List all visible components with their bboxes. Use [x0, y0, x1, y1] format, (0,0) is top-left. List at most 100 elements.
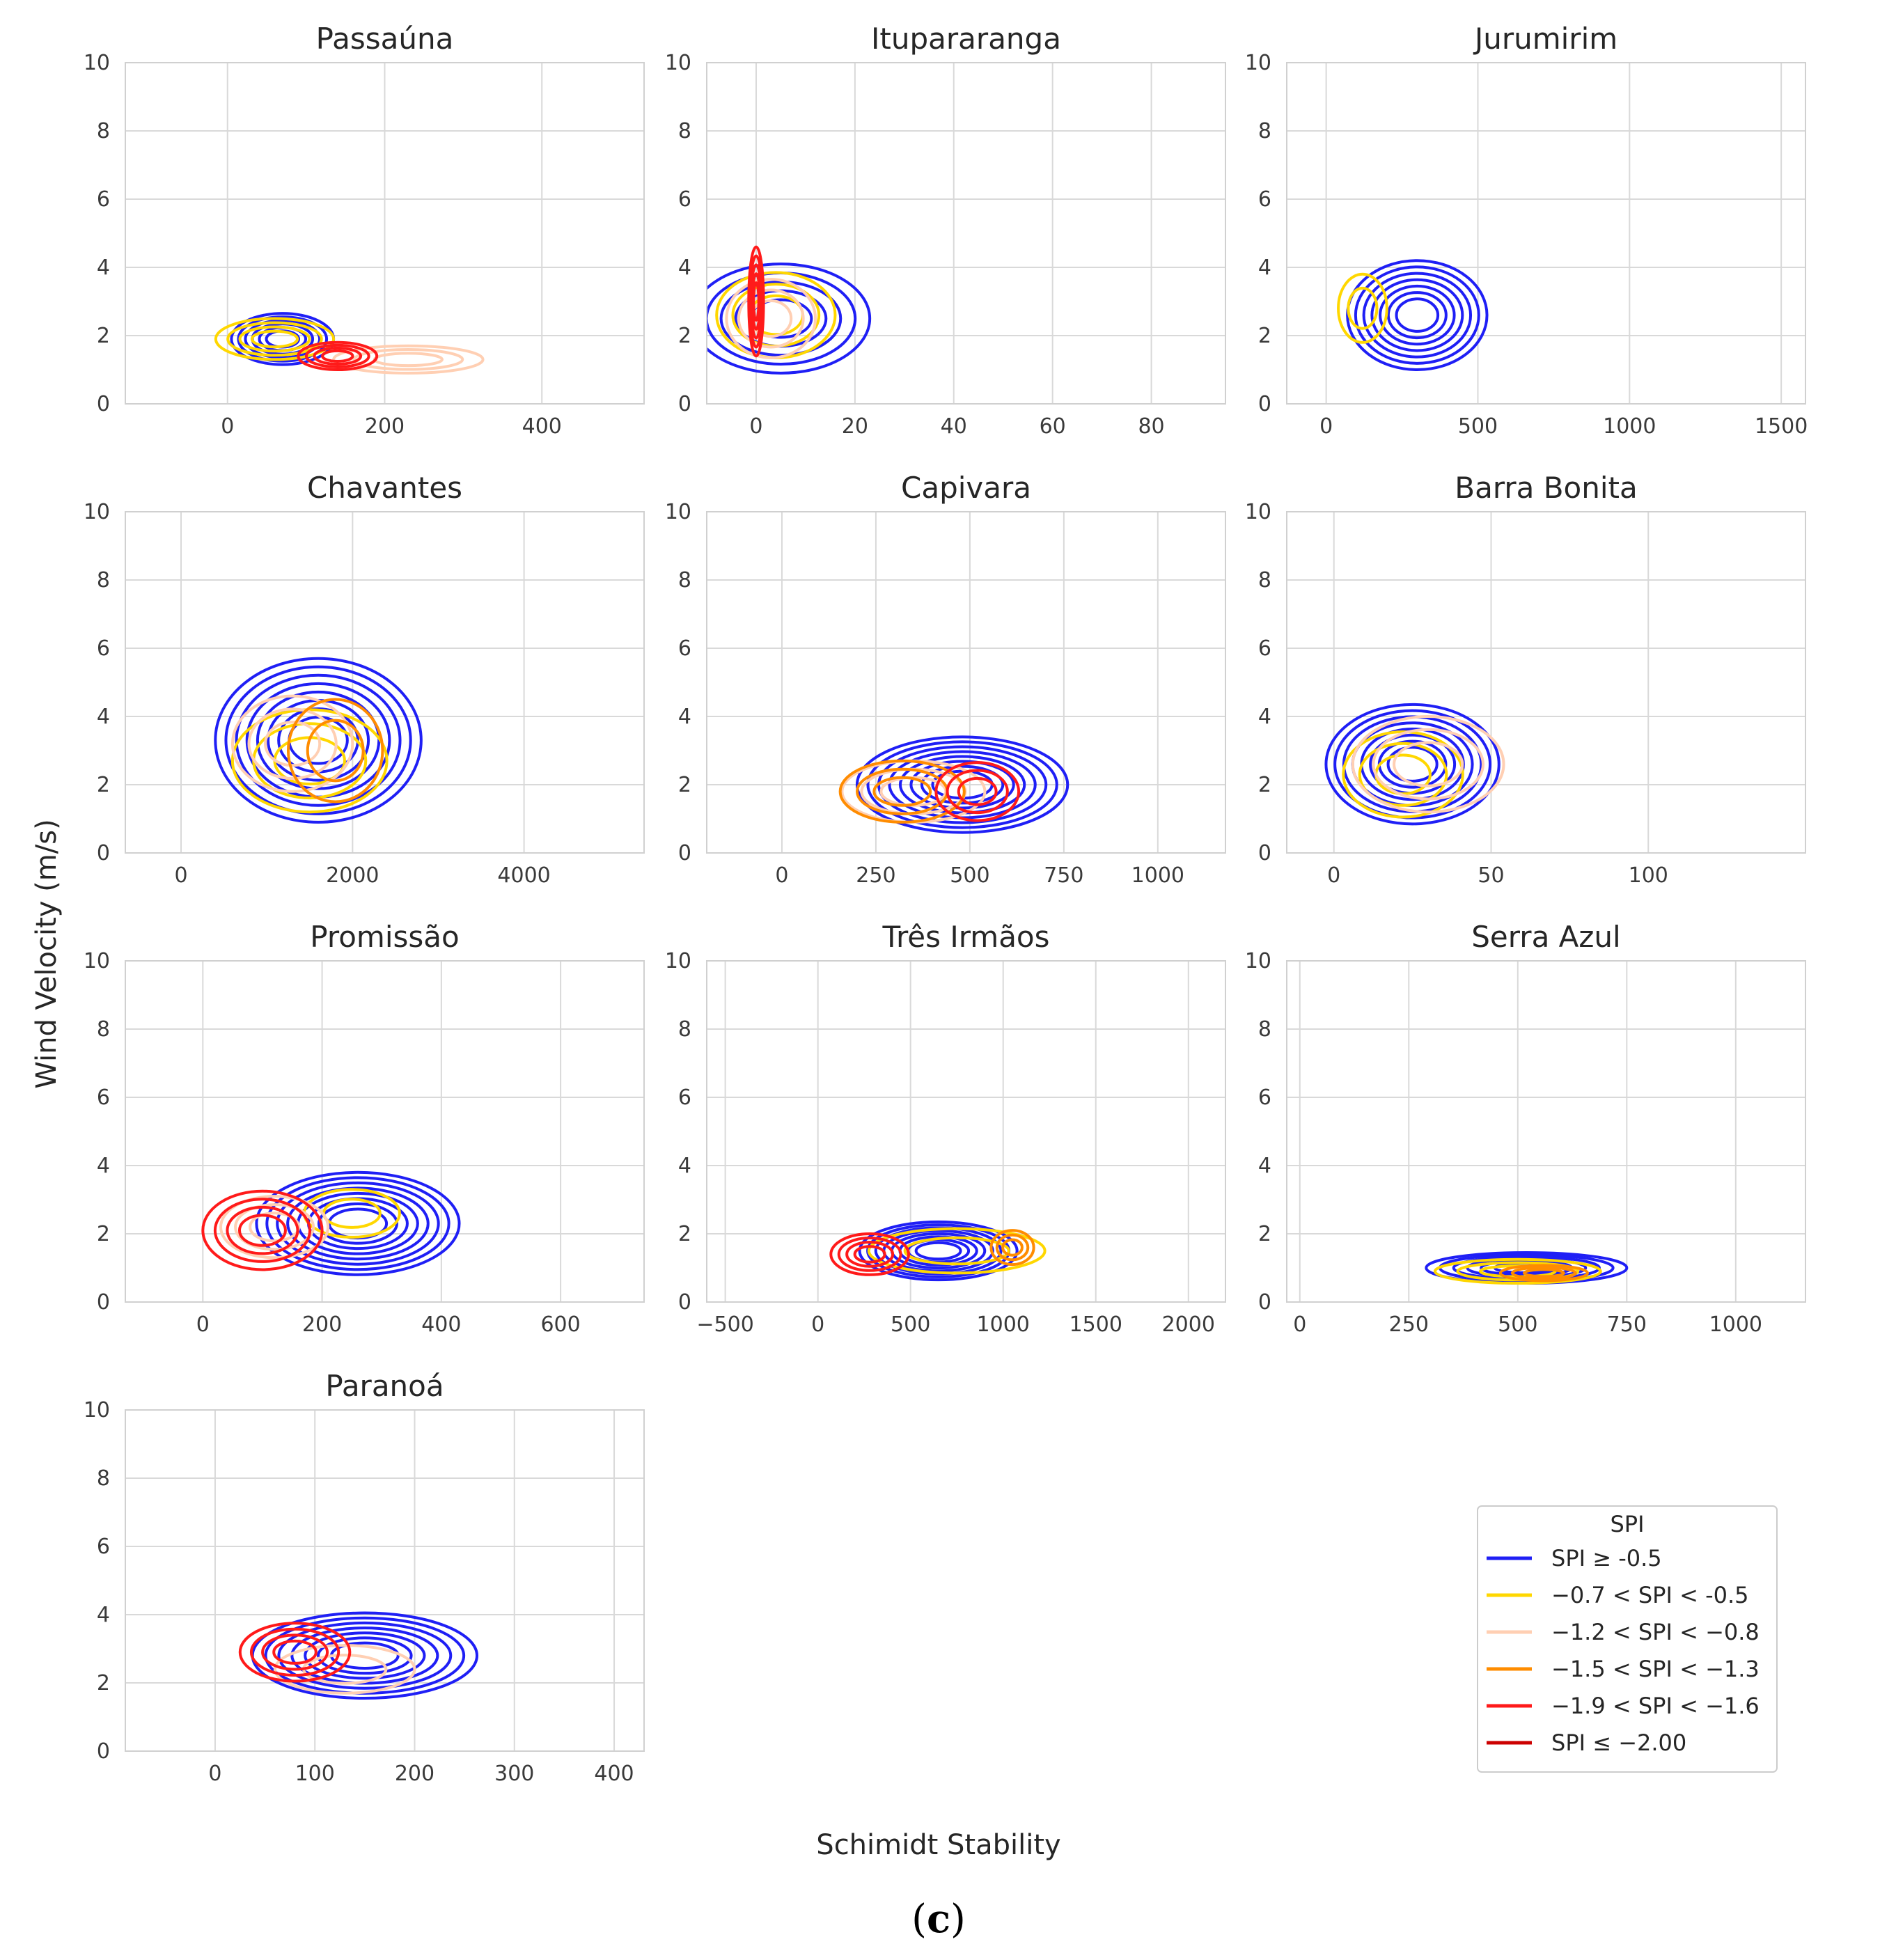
contour-1-9-spi-1-6-level-3 — [261, 1633, 329, 1671]
contour-1-2-spi-0-8-level-3 — [1393, 741, 1464, 787]
contour-1-2-spi-0-8-level-1 — [1351, 715, 1505, 814]
y-tick-label: 2 — [678, 324, 691, 348]
y-tick-label: 8 — [97, 1017, 110, 1042]
y-tick-label: 2 — [97, 324, 110, 348]
x-tick-label: 200 — [365, 414, 405, 439]
legend-label: −1.5 < SPI < −1.3 — [1551, 1656, 1760, 1682]
contour-spi-0-5-level-6 — [1386, 291, 1448, 340]
contour-spi-0-5-level-2 — [265, 1176, 451, 1271]
plot-frame — [125, 62, 645, 405]
contour-group — [214, 312, 485, 375]
legend-label: −1.2 < SPI < −0.8 — [1551, 1619, 1760, 1645]
x-tick-label: 0 — [811, 1312, 824, 1337]
y-tick-label: 2 — [97, 773, 110, 797]
contour-0-7-spi-0-5-level-2 — [1347, 286, 1379, 330]
contour-spi-0-5-level-6 — [909, 760, 1015, 810]
contour-1-9-spi-1-6-level-1 — [934, 761, 1021, 822]
contour-group — [1425, 1251, 1629, 1285]
panel-caption-letter: c — [927, 1896, 950, 1942]
panel-promissao: Promissão 0 2 4 6 8 10 0 200 400 600 — [84, 920, 645, 1337]
contour-0-7-spi-0-5-level-1 — [1433, 1257, 1602, 1285]
x-tick-label: 1500 — [1070, 1312, 1122, 1337]
y-tick-label: 0 — [97, 392, 110, 416]
x-tick-label: 0 — [1319, 414, 1333, 439]
contour-1-5-spi-1-3-level-1 — [1498, 1264, 1589, 1283]
y-tick-label: 8 — [1258, 568, 1271, 593]
y-tick-label: 6 — [97, 1085, 110, 1110]
legend-entry: SPI ≥ -0.5 — [1487, 1545, 1662, 1571]
contour-0-7-spi-0-5-level-1 — [867, 1227, 1047, 1275]
x-tick-label: 200 — [302, 1312, 342, 1337]
x-tick-label: 50 — [1478, 863, 1504, 888]
contour-spi-0-5-level-4 — [290, 1626, 439, 1685]
panel-title: Barra Bonita — [1455, 471, 1637, 505]
x-tick-label: 0 — [775, 863, 788, 888]
contour-spi-0-5-level-7 — [1395, 297, 1440, 333]
legend-box — [1477, 1505, 1778, 1773]
y-tick-label: 4 — [678, 705, 691, 729]
plot-frame — [125, 960, 645, 1303]
y-tick-label: 6 — [1258, 187, 1271, 212]
panel-title: Jurumirim — [1473, 22, 1617, 56]
y-tick-label: 10 — [84, 1398, 110, 1422]
panel-serra-azul: Serra Azul 0 2 4 6 8 10 0 250 500 750 1000 — [1245, 920, 1806, 1337]
x-tick-label: 1500 — [1755, 414, 1808, 439]
contour-spi-0-5-level-3 — [277, 1621, 453, 1690]
contour-1-5-spi-1-3-level-2 — [995, 1233, 1030, 1262]
x-tick-label: 500 — [1498, 1312, 1537, 1337]
x-tick-label: 400 — [522, 414, 562, 439]
contour-1-5-spi-1-3-level-3 — [872, 776, 932, 807]
x-axis-label: Schimidt Stability — [816, 1829, 1060, 1861]
contour-group — [1324, 703, 1505, 826]
legend-entry: SPI ≤ −2.00 — [1487, 1730, 1686, 1756]
plot-frame — [1286, 960, 1806, 1303]
legend-label: −0.7 < SPI < -0.5 — [1551, 1582, 1749, 1608]
contour-1-5-spi-1-3-level-1 — [838, 759, 966, 824]
y-tick-label: 8 — [97, 568, 110, 593]
y-tick-label: 4 — [97, 256, 110, 280]
contour-1-9-spi-1-6-level-2 — [946, 769, 1009, 815]
x-tick-label: 100 — [295, 1762, 335, 1786]
y-tick-label: 8 — [678, 119, 691, 143]
contour-1-9-spi-1-6-level-2 — [304, 343, 370, 368]
panel-title: Serra Azul — [1471, 920, 1620, 954]
y-tick-label: 2 — [1258, 324, 1271, 348]
contour-spi-0-5-level-2 — [224, 665, 412, 815]
y-tick-label: 10 — [665, 500, 691, 524]
legend: SPI SPI ≥ -0.5 −0.7 < SPI < -0.5 −1.2 < SP… — [1477, 1505, 1778, 1773]
contour-0-7-spi-0-5-level-2 — [903, 1236, 1010, 1266]
contour-1-2-spi-0-8-level-1 — [332, 344, 485, 375]
y-tick-label: 10 — [84, 500, 110, 524]
contour-1-9-spi-1-6-level-1 — [238, 1622, 352, 1683]
contour-spi-0-5-level-3 — [1362, 272, 1473, 359]
contour-1-2-spi-0-8-level-1 — [273, 1644, 416, 1695]
contour-spi-0-5-level-1 — [855, 735, 1070, 834]
y-tick-label: 8 — [1258, 119, 1271, 143]
x-tick-label: 1000 — [1709, 1312, 1762, 1337]
x-tick-label: 250 — [1389, 1312, 1429, 1337]
y-tick-label: 10 — [1245, 500, 1271, 524]
contour-spi-0-5-level-1 — [858, 1220, 1019, 1282]
y-tick-label: 0 — [678, 392, 691, 416]
x-tick-label: 600 — [540, 1312, 580, 1337]
y-tick-label: 0 — [1258, 392, 1271, 416]
y-tick-label: 2 — [1258, 1222, 1271, 1246]
contour-spi-0-5-level-2 — [237, 315, 329, 363]
y-tick-label: 2 — [97, 1671, 110, 1695]
legend-entries: SPI ≥ -0.5 −0.7 < SPI < -0.5 −1.2 < SPI < … — [1487, 1545, 1760, 1756]
x-tick-label: 1000 — [977, 1312, 1030, 1337]
y-tick-label: 0 — [97, 1739, 110, 1764]
x-tick-label: 0 — [208, 1762, 221, 1786]
contour-spi-0-5-level-1 — [707, 262, 872, 375]
y-tick-label: 10 — [1245, 51, 1271, 75]
contour-spi-0-5-level-1 — [255, 1170, 461, 1276]
contour-1-9-spi-1-6-level-4 — [272, 1639, 318, 1665]
y-tick-label: 8 — [678, 568, 691, 593]
y-tick-label: 0 — [97, 841, 110, 865]
panel-title: Chavantes — [307, 471, 462, 505]
contour-1-9-spi-1-6-level-1 — [297, 340, 379, 371]
contour-1-2-spi-0-8-level-2 — [234, 1203, 315, 1251]
